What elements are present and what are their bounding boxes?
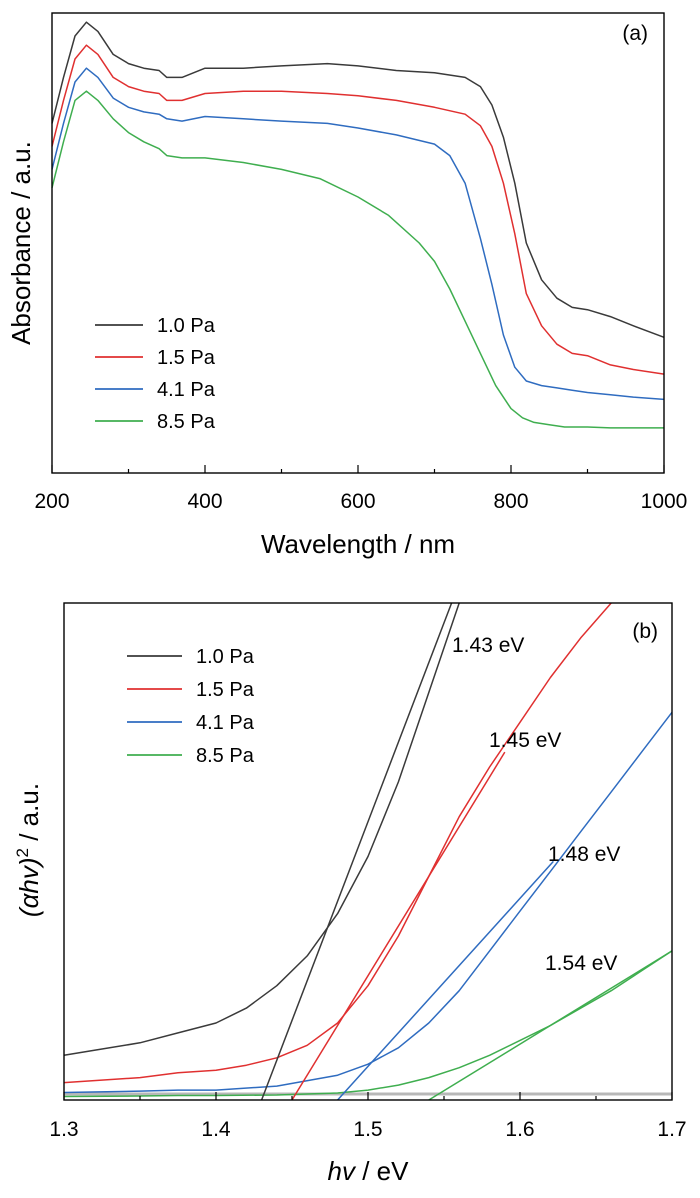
panel-a-legend-label-2: 1.5 Pa	[157, 347, 216, 369]
panel-a-legend-label-1: 1.0 Pa	[157, 315, 216, 337]
panel-b-tangent-line-3	[337, 860, 554, 1101]
panel-b-x-tick-label: 1.3	[49, 1118, 78, 1141]
panel-b-x-axis-unit: / eV	[355, 1156, 409, 1186]
panel-b-y-axis-symbol: (αhv)	[14, 857, 44, 917]
panel-a-series-4-line	[51, 90, 664, 429]
panel-b-tangent-line-2	[291, 751, 506, 1101]
panel-b-annotations: 1.43 eV 1.45 eV 1.48 eV 1.54 eV	[452, 634, 620, 975]
panel-a-series-1-line	[51, 21, 665, 339]
panel-b-y-axis-superscript: 2	[13, 848, 32, 857]
panel-a-legend-label-3: 4.1 Pa	[157, 379, 216, 401]
panel-b-bandgap-label-1: 1.43 eV	[452, 634, 524, 657]
panel-b-bandgap-label-3: 1.48 eV	[548, 843, 620, 866]
panel-a-x-tick-label: 800	[493, 490, 528, 513]
panel-b-series-2-line	[63, 602, 612, 1084]
panel-b-legend-label-3: 4.1 Pa	[196, 712, 255, 734]
panel-b-x-tick-label: 1.4	[201, 1118, 231, 1141]
panel-b-tangent-lines	[260, 602, 673, 1101]
panel-a-x-tick-label: 200	[34, 490, 69, 513]
panel-b-legend-label-2: 1.5 Pa	[196, 679, 255, 701]
panel-a-y-axis-title: Absorbance / a.u.	[6, 141, 36, 345]
panel-b-x-ticks: 1.3 1.4 1.5 1.6 1.7	[49, 1092, 687, 1141]
panel-a-legend: 1.0 Pa 1.5 Pa 4.1 Pa 8.5 Pa	[95, 315, 216, 433]
panel-a-x-tick-label: 400	[187, 490, 222, 513]
panel-b: 1.3 1.4 1.5 1.6 1.7 (b) 1.0 Pa 1.5 Pa 4.1 Pa 8.…	[13, 602, 687, 1186]
panel-b-series-3-line	[63, 711, 673, 1094]
panel-b-series-4-line	[63, 950, 673, 1098]
panel-b-series-1-line	[63, 602, 460, 1057]
panel-a: 200 400 600 800 1000 (a) 1.0 Pa 1.5 Pa 4.1 Pa 8…	[6, 12, 687, 559]
panel-a-x-tick-label: 1000	[641, 490, 688, 513]
panel-b-x-tick-label: 1.6	[505, 1118, 534, 1141]
panel-b-bandgap-label-2: 1.45 eV	[489, 729, 561, 752]
panel-b-legend-label-1: 1.0 Pa	[196, 646, 255, 668]
panel-b-x-tick-label: 1.5	[353, 1118, 382, 1141]
panel-b-tangent-line-4	[428, 950, 673, 1101]
panel-b-label: (b)	[632, 620, 658, 643]
panel-a-series-2-line	[51, 44, 665, 375]
panel-a-series-3-line	[51, 67, 665, 401]
panel-b-y-axis-unit: / a.u.	[14, 783, 44, 848]
panel-b-x-axis-symbol: hv	[328, 1156, 357, 1186]
panel-a-x-axis-title: Wavelength / nm	[261, 529, 455, 559]
panel-a-x-ticks: 200 400 600 800 1000	[34, 465, 687, 513]
panel-b-y-axis-title: (αhv)2 / a.u.	[13, 783, 44, 917]
panel-b-curves	[63, 602, 673, 1098]
panel-a-plot-frame	[51, 12, 665, 474]
panel-b-x-axis-title: hv / eV	[328, 1156, 410, 1186]
panel-b-bandgap-label-4: 1.54 eV	[545, 952, 617, 975]
panel-a-x-tick-label: 600	[340, 490, 375, 513]
panel-a-legend-label-4: 8.5 Pa	[157, 411, 216, 433]
panel-b-legend: 1.0 Pa 1.5 Pa 4.1 Pa 8.5 Pa	[127, 646, 255, 767]
panel-b-legend-label-4: 8.5 Pa	[196, 745, 255, 767]
panel-b-x-tick-label: 1.7	[657, 1118, 686, 1141]
panel-a-label: (a)	[622, 22, 648, 45]
panel-b-tangent-line-1	[260, 602, 453, 1101]
panel-a-curves	[51, 21, 665, 429]
